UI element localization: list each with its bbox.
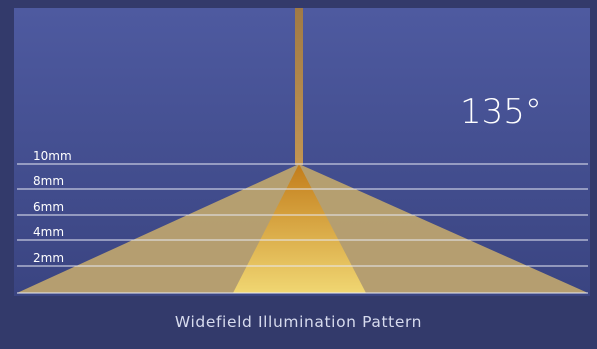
diagram-caption: Widefield Illumination Pattern <box>174 313 423 331</box>
label-10mm: 10mm <box>33 149 72 163</box>
inner-illumination-cone <box>233 164 366 293</box>
label-2mm: 2mm <box>33 251 64 265</box>
label-6mm: 6mm <box>33 200 64 214</box>
label-4mm: 4mm <box>33 225 64 239</box>
label-8mm: 8mm <box>33 174 64 188</box>
fiber-tip <box>295 158 303 166</box>
fiber-probe <box>295 8 303 165</box>
angle-label: 135° <box>460 92 542 132</box>
distance-lines <box>17 163 588 294</box>
